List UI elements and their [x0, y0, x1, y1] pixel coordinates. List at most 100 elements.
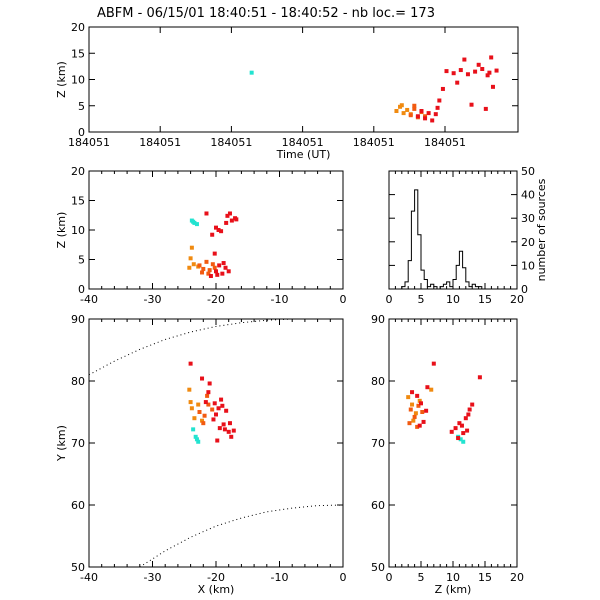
source-point-red: [221, 422, 226, 427]
y-tick-label: 90: [71, 313, 85, 326]
source-point-red: [461, 431, 466, 436]
source-point-orange: [417, 398, 422, 403]
source-point-orange: [192, 416, 197, 421]
source-point-red: [453, 426, 458, 431]
source-point-red: [226, 429, 231, 434]
source-point-red: [415, 393, 420, 398]
x-tick-label: 15: [478, 571, 492, 584]
source-point-dark_orange: [412, 103, 417, 108]
source-point-red: [458, 68, 463, 73]
source-point-red: [212, 401, 217, 406]
x-tick-label: 184051: [353, 136, 395, 149]
panel-z-y: 0 5 10 15 20 50 60 70 80 90 Z (km): [371, 313, 524, 596]
y-tick-label: 40: [521, 189, 535, 202]
range-arc-1: [139, 504, 344, 568]
histogram-bin: [463, 268, 466, 289]
y-tick-label: 60: [371, 499, 385, 512]
source-point-red: [435, 105, 440, 110]
source-point-cyan: [196, 439, 201, 444]
histogram-outline: [389, 189, 517, 290]
source-point-dark_orange: [197, 263, 202, 268]
source-point-red: [215, 272, 220, 277]
histogram-bin: [418, 235, 421, 289]
histogram-bin: [415, 190, 418, 289]
y-tick-label: 50: [71, 561, 85, 574]
source-point-red: [494, 68, 499, 73]
source-point-orange: [429, 387, 434, 392]
y-tick-label: 10: [521, 259, 535, 272]
source-point-dark_orange: [204, 259, 209, 264]
source-point-red: [421, 419, 426, 424]
source-point-orange: [187, 265, 192, 270]
range-arc-0: [88, 318, 343, 376]
source-point-red: [216, 228, 221, 232]
histogram-bin: [466, 282, 469, 289]
y-axis-label: number of sources: [535, 178, 548, 281]
histogram-bin: [434, 287, 437, 289]
source-point-dark_orange: [407, 421, 412, 426]
source-point-red: [203, 400, 208, 405]
source-point-red: [410, 390, 415, 395]
source-point-red: [229, 434, 234, 439]
source-point-dark_orange: [408, 407, 413, 412]
source-point-dark_orange: [412, 106, 417, 111]
source-point-red: [207, 381, 212, 386]
source-point-red: [217, 426, 222, 431]
source-point-orange: [188, 400, 193, 405]
source-point-red: [459, 423, 464, 428]
source-point-red: [208, 274, 213, 279]
x-tick-label: -10: [271, 571, 289, 584]
x-tick-label: -10: [271, 293, 289, 306]
x-tick-label: 20: [510, 571, 524, 584]
y-tick-label: 20: [71, 21, 85, 34]
source-point-orange: [401, 111, 406, 116]
source-point-red: [462, 57, 467, 62]
histogram-bin: [453, 280, 456, 289]
source-point-red: [457, 421, 462, 426]
source-point-red: [430, 118, 435, 123]
source-point-red: [200, 376, 205, 381]
y-axis-label: Y (km): [55, 425, 68, 462]
source-point-red: [227, 421, 232, 426]
source-point-red: [188, 361, 193, 366]
source-point-dark_orange: [423, 114, 428, 119]
source-point-red: [223, 265, 228, 270]
x-tick-label: 184051: [139, 136, 181, 149]
source-point-red: [455, 80, 460, 85]
x-tick-label: 184051: [282, 136, 324, 149]
source-point-red: [463, 416, 468, 421]
source-point-red: [424, 408, 429, 413]
source-point-orange: [410, 402, 415, 407]
source-point-cyan: [458, 437, 463, 442]
source-point-orange: [405, 107, 410, 112]
x-tick-label: 10: [446, 571, 460, 584]
points: [187, 211, 239, 279]
source-point-red: [226, 269, 231, 274]
points: [249, 55, 499, 123]
source-point-orange: [406, 395, 411, 400]
source-point-dark_orange: [416, 403, 421, 408]
histogram-bin: [456, 265, 459, 289]
source-point-red: [415, 114, 420, 119]
histogram-bin: [479, 287, 482, 289]
y-tick-label: 70: [71, 437, 85, 450]
source-point-red: [217, 263, 222, 268]
x-tick-label: 15: [478, 293, 492, 306]
source-point-red: [487, 70, 492, 75]
source-point-dark_orange: [202, 413, 207, 418]
panel-x-height: -40 -30 -20 -10 0 0 5 10 15 20 Z (km): [55, 165, 347, 306]
x-tick-label: 0: [340, 293, 347, 306]
histogram-bin: [424, 280, 427, 289]
figure-title: ABFM - 06/15/01 18:40:51 - 18:40:52 - nb…: [97, 6, 435, 21]
source-point-red: [473, 69, 478, 74]
source-point-red: [204, 211, 209, 216]
source-point-red: [229, 218, 234, 223]
y-tick-label: 30: [521, 212, 535, 225]
y-tick-label: 10: [71, 224, 85, 237]
source-point-red: [216, 406, 221, 411]
source-point-red: [224, 220, 229, 225]
source-point-red: [419, 109, 424, 113]
source-point-red: [469, 102, 474, 107]
source-point-red: [440, 86, 445, 91]
